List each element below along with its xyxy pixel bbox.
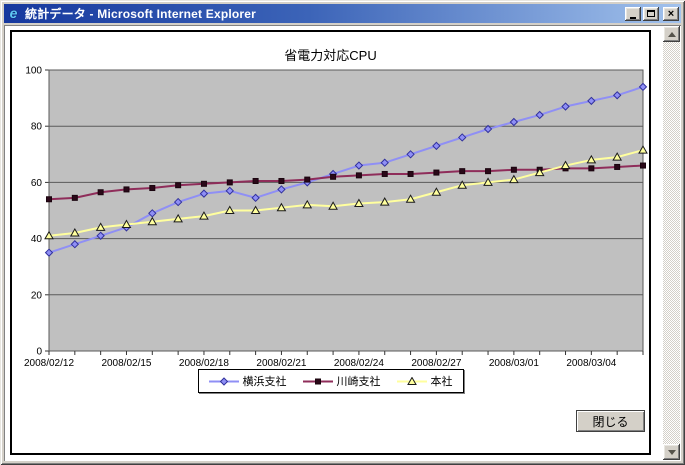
x-tick-label: 2008/02/21 bbox=[256, 358, 306, 369]
series-line bbox=[48, 164, 644, 201]
scroll-down-button[interactable] bbox=[663, 444, 680, 460]
x-tick-label: 2008/02/18 bbox=[179, 358, 229, 369]
y-tick-label: 80 bbox=[31, 122, 43, 133]
legend-label: 川崎支社 bbox=[336, 376, 381, 388]
series-line bbox=[48, 149, 644, 237]
series-2 bbox=[44, 145, 648, 240]
chart-panel: 0 20 40 60 80 100 2008/02/12 2008/02/15 2008/02/… bbox=[10, 30, 651, 455]
scroll-up-button[interactable] bbox=[663, 26, 680, 42]
legend-marker-square-icon bbox=[302, 378, 333, 384]
close-page-button[interactable]: 閉じる bbox=[576, 410, 645, 432]
chart-title: 省電力対応CPU bbox=[284, 48, 377, 63]
window-title: 統計データ - Microsoft Internet Explorer bbox=[25, 7, 257, 21]
vertical-scrollbar[interactable] bbox=[663, 26, 680, 460]
series-0 bbox=[44, 82, 648, 257]
arrow-up-icon bbox=[667, 31, 676, 37]
legend-item-kawasaki: 川崎支社 bbox=[302, 373, 381, 389]
plot-border bbox=[48, 69, 644, 352]
arrow-down-icon bbox=[667, 449, 676, 455]
title-bar: e 統計データ - Microsoft Internet Explorer × bbox=[4, 4, 681, 23]
legend-label: 本社 bbox=[430, 376, 453, 388]
y-tick-label: 40 bbox=[31, 234, 43, 245]
x-tick-label: 2008/03/04 bbox=[566, 358, 616, 369]
x-tick-label: 2008/02/15 bbox=[101, 358, 151, 369]
x-tick-label: 2008/02/24 bbox=[334, 358, 384, 369]
x-tick-label: 2008/02/27 bbox=[411, 358, 461, 369]
minimize-icon bbox=[630, 16, 636, 19]
y-tick-label: 60 bbox=[31, 178, 43, 189]
series-line bbox=[48, 85, 644, 254]
close-icon: × bbox=[667, 7, 675, 20]
legend-item-yokohama: 横浜支社 bbox=[208, 373, 287, 389]
series-1 bbox=[46, 162, 646, 203]
x-tick-label: 2008/03/01 bbox=[489, 358, 539, 369]
legend-marker-diamond-icon bbox=[208, 376, 239, 386]
chart-legend: 横浜支社 川崎支社 本社 bbox=[197, 369, 464, 393]
window-controls: × bbox=[623, 6, 679, 21]
page-content: 0 20 40 60 80 100 2008/02/12 2008/02/15 2008/02/… bbox=[4, 25, 681, 461]
line-chart: 0 20 40 60 80 100 2008/02/12 2008/02/15 2008/02/… bbox=[24, 66, 648, 369]
scrollbar-track[interactable] bbox=[663, 42, 680, 444]
plot-area bbox=[49, 70, 643, 351]
legend-label: 横浜支社 bbox=[242, 376, 287, 388]
legend-item-honsha: 本社 bbox=[396, 373, 453, 389]
y-tick-label: 20 bbox=[31, 290, 43, 301]
legend-marker-triangle-icon bbox=[396, 376, 427, 385]
y-tick-label: 0 bbox=[36, 347, 42, 358]
internet-explorer-icon: e bbox=[9, 5, 18, 21]
maximize-button[interactable] bbox=[643, 6, 659, 21]
x-tick-label: 2008/02/12 bbox=[24, 358, 74, 369]
maximize-icon bbox=[647, 10, 655, 17]
close-window-button[interactable]: × bbox=[663, 6, 679, 21]
y-tick-label: 100 bbox=[25, 66, 42, 77]
minimize-button[interactable] bbox=[625, 6, 641, 21]
